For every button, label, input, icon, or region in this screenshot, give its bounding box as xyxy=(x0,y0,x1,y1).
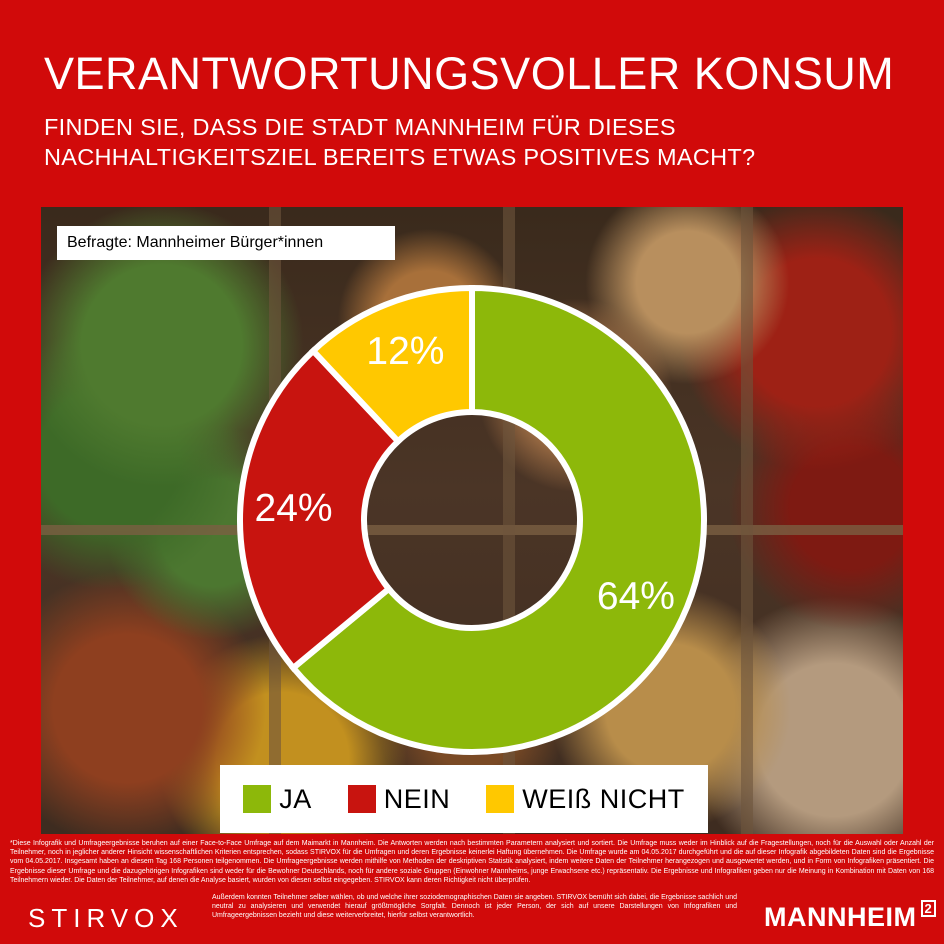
question-line-1: FINDEN SIE, DASS DIE STADT MANNHEIM FÜR … xyxy=(44,114,676,140)
slice-value-label: 12% xyxy=(366,329,445,373)
legend-item: JA xyxy=(243,784,312,815)
survey-question: FINDEN SIE, DASS DIE STADT MANNHEIM FÜR … xyxy=(44,112,755,172)
slice-value-label: 24% xyxy=(254,486,333,530)
question-line-2: NACHHALTIGKEITSZIEL BEREITS ETWAS POSITI… xyxy=(44,144,756,170)
donut-slice-ja xyxy=(289,284,707,755)
page-title: VERANTWORTUNGSVOLLER KONSUM xyxy=(44,48,895,99)
slice-value-label: 64% xyxy=(596,575,675,619)
mannheim-logo: MANNHEIM 2 xyxy=(764,900,937,933)
legend-item: WEIß NICHT xyxy=(486,784,684,815)
mannheim-logo-superscript: 2 xyxy=(920,900,937,917)
legend-item: NEIN xyxy=(347,783,451,815)
donut-slice-wei-nicht xyxy=(308,284,475,446)
photo-shelf xyxy=(41,525,903,535)
chart-legend: JA NEIN WEIß NICHT xyxy=(220,765,708,833)
footnote-text: *Diese Infografik und Umfrageergebnisse … xyxy=(10,840,934,884)
legend-label: NEIN xyxy=(383,783,451,814)
stirvox-logo: STIRVOX xyxy=(28,903,184,933)
donut-slice-nein xyxy=(237,346,403,673)
legend-swatch xyxy=(486,785,515,813)
mannheim-logo-text: MANNHEIM xyxy=(764,902,917,932)
photo-divider xyxy=(741,207,753,834)
legend-label: JA xyxy=(279,783,312,814)
legend-swatch xyxy=(243,785,272,813)
legend-swatch xyxy=(347,785,376,813)
footnote-text-continued: Außerdem konnten Teilnehmer selber wähle… xyxy=(212,894,737,920)
legend-label: WEIß NICHT xyxy=(522,783,685,814)
respondents-label: Befragte: Mannheimer Bürger*innen xyxy=(57,226,395,260)
